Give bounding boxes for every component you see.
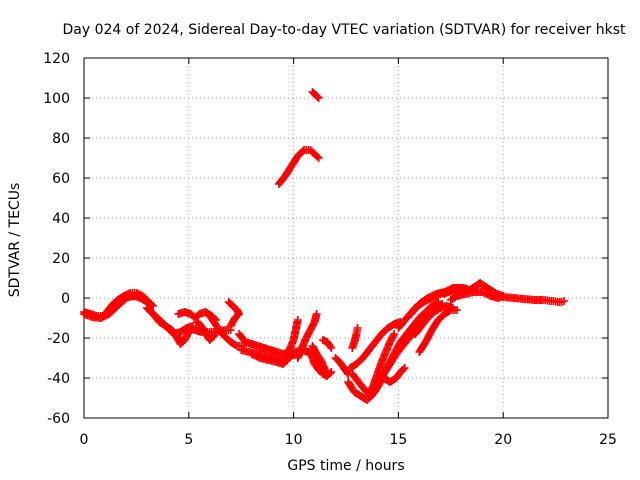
series-arc-7h-spike — [224, 298, 244, 330]
chart-title: Day 024 of 2024, Sidereal Day-to-day VTE… — [63, 22, 626, 38]
y-axis-label: SDTVAR / TECUs — [7, 183, 23, 298]
x-axis-label: GPS time / hours — [287, 458, 404, 474]
data-point — [327, 368, 336, 376]
series-arc-16h-right — [415, 306, 462, 356]
series-arc-19h-tail — [488, 292, 548, 304]
data-point — [314, 94, 323, 102]
series-arc-6h-down — [205, 312, 248, 350]
series-arc-14h-low — [379, 364, 409, 386]
y-tick-label: 100 — [43, 91, 70, 107]
data-point — [313, 93, 322, 101]
data-point — [327, 344, 336, 352]
series-arc-high-60 — [274, 146, 323, 188]
y-tick-label: 60 — [52, 171, 70, 187]
data-point — [226, 322, 235, 330]
x-tick-label: 0 — [80, 432, 89, 448]
y-tick-label: -60 — [47, 411, 70, 427]
data-marks — [80, 88, 568, 404]
x-tick-label: 15 — [389, 432, 407, 448]
data-point — [149, 302, 158, 310]
series-arc-11h-drop — [308, 342, 332, 378]
data-point — [390, 330, 399, 338]
series-arc-11h-small — [318, 336, 336, 352]
series-arc-5h-lower — [184, 324, 235, 336]
y-tick-label: 0 — [61, 291, 70, 307]
data-point — [298, 147, 307, 156]
series-arc-12h-spike — [348, 324, 362, 352]
y-tick-label: -20 — [47, 331, 70, 347]
data-point — [400, 364, 409, 372]
series-arc-high-100 — [308, 88, 323, 102]
y-tick-label: 120 — [43, 51, 70, 67]
x-tick-label: 10 — [285, 432, 303, 448]
y-tick-label: 20 — [52, 251, 70, 267]
data-point — [353, 324, 362, 332]
series-arc-15h-rise-2 — [411, 302, 457, 338]
x-tick-label: 25 — [599, 432, 617, 448]
series-arc-22h — [541, 296, 568, 306]
series-arc-5h-hook — [193, 318, 218, 344]
x-tick-label: 5 — [184, 432, 193, 448]
data-point — [314, 154, 323, 162]
y-tick-label: 40 — [52, 211, 70, 227]
data-point — [293, 316, 302, 324]
y-tick-label: 80 — [52, 131, 70, 147]
series-arc-11h-down — [306, 348, 336, 380]
data-point — [559, 297, 568, 305]
data-point — [312, 310, 321, 318]
data-point — [209, 332, 218, 340]
series-arc-12h-short — [331, 354, 353, 378]
axis-ticks: 0 5 10 15 20 25 -60 -40 -20 0 20 40 60 80 100 120 — [43, 51, 617, 448]
grid-layer — [84, 58, 608, 418]
y-tick-label: -40 — [47, 371, 70, 387]
x-tick-label: 20 — [494, 432, 512, 448]
plot-frame — [83, 57, 609, 419]
series-arc-early-wave-b — [80, 292, 158, 322]
data-point — [453, 306, 462, 314]
